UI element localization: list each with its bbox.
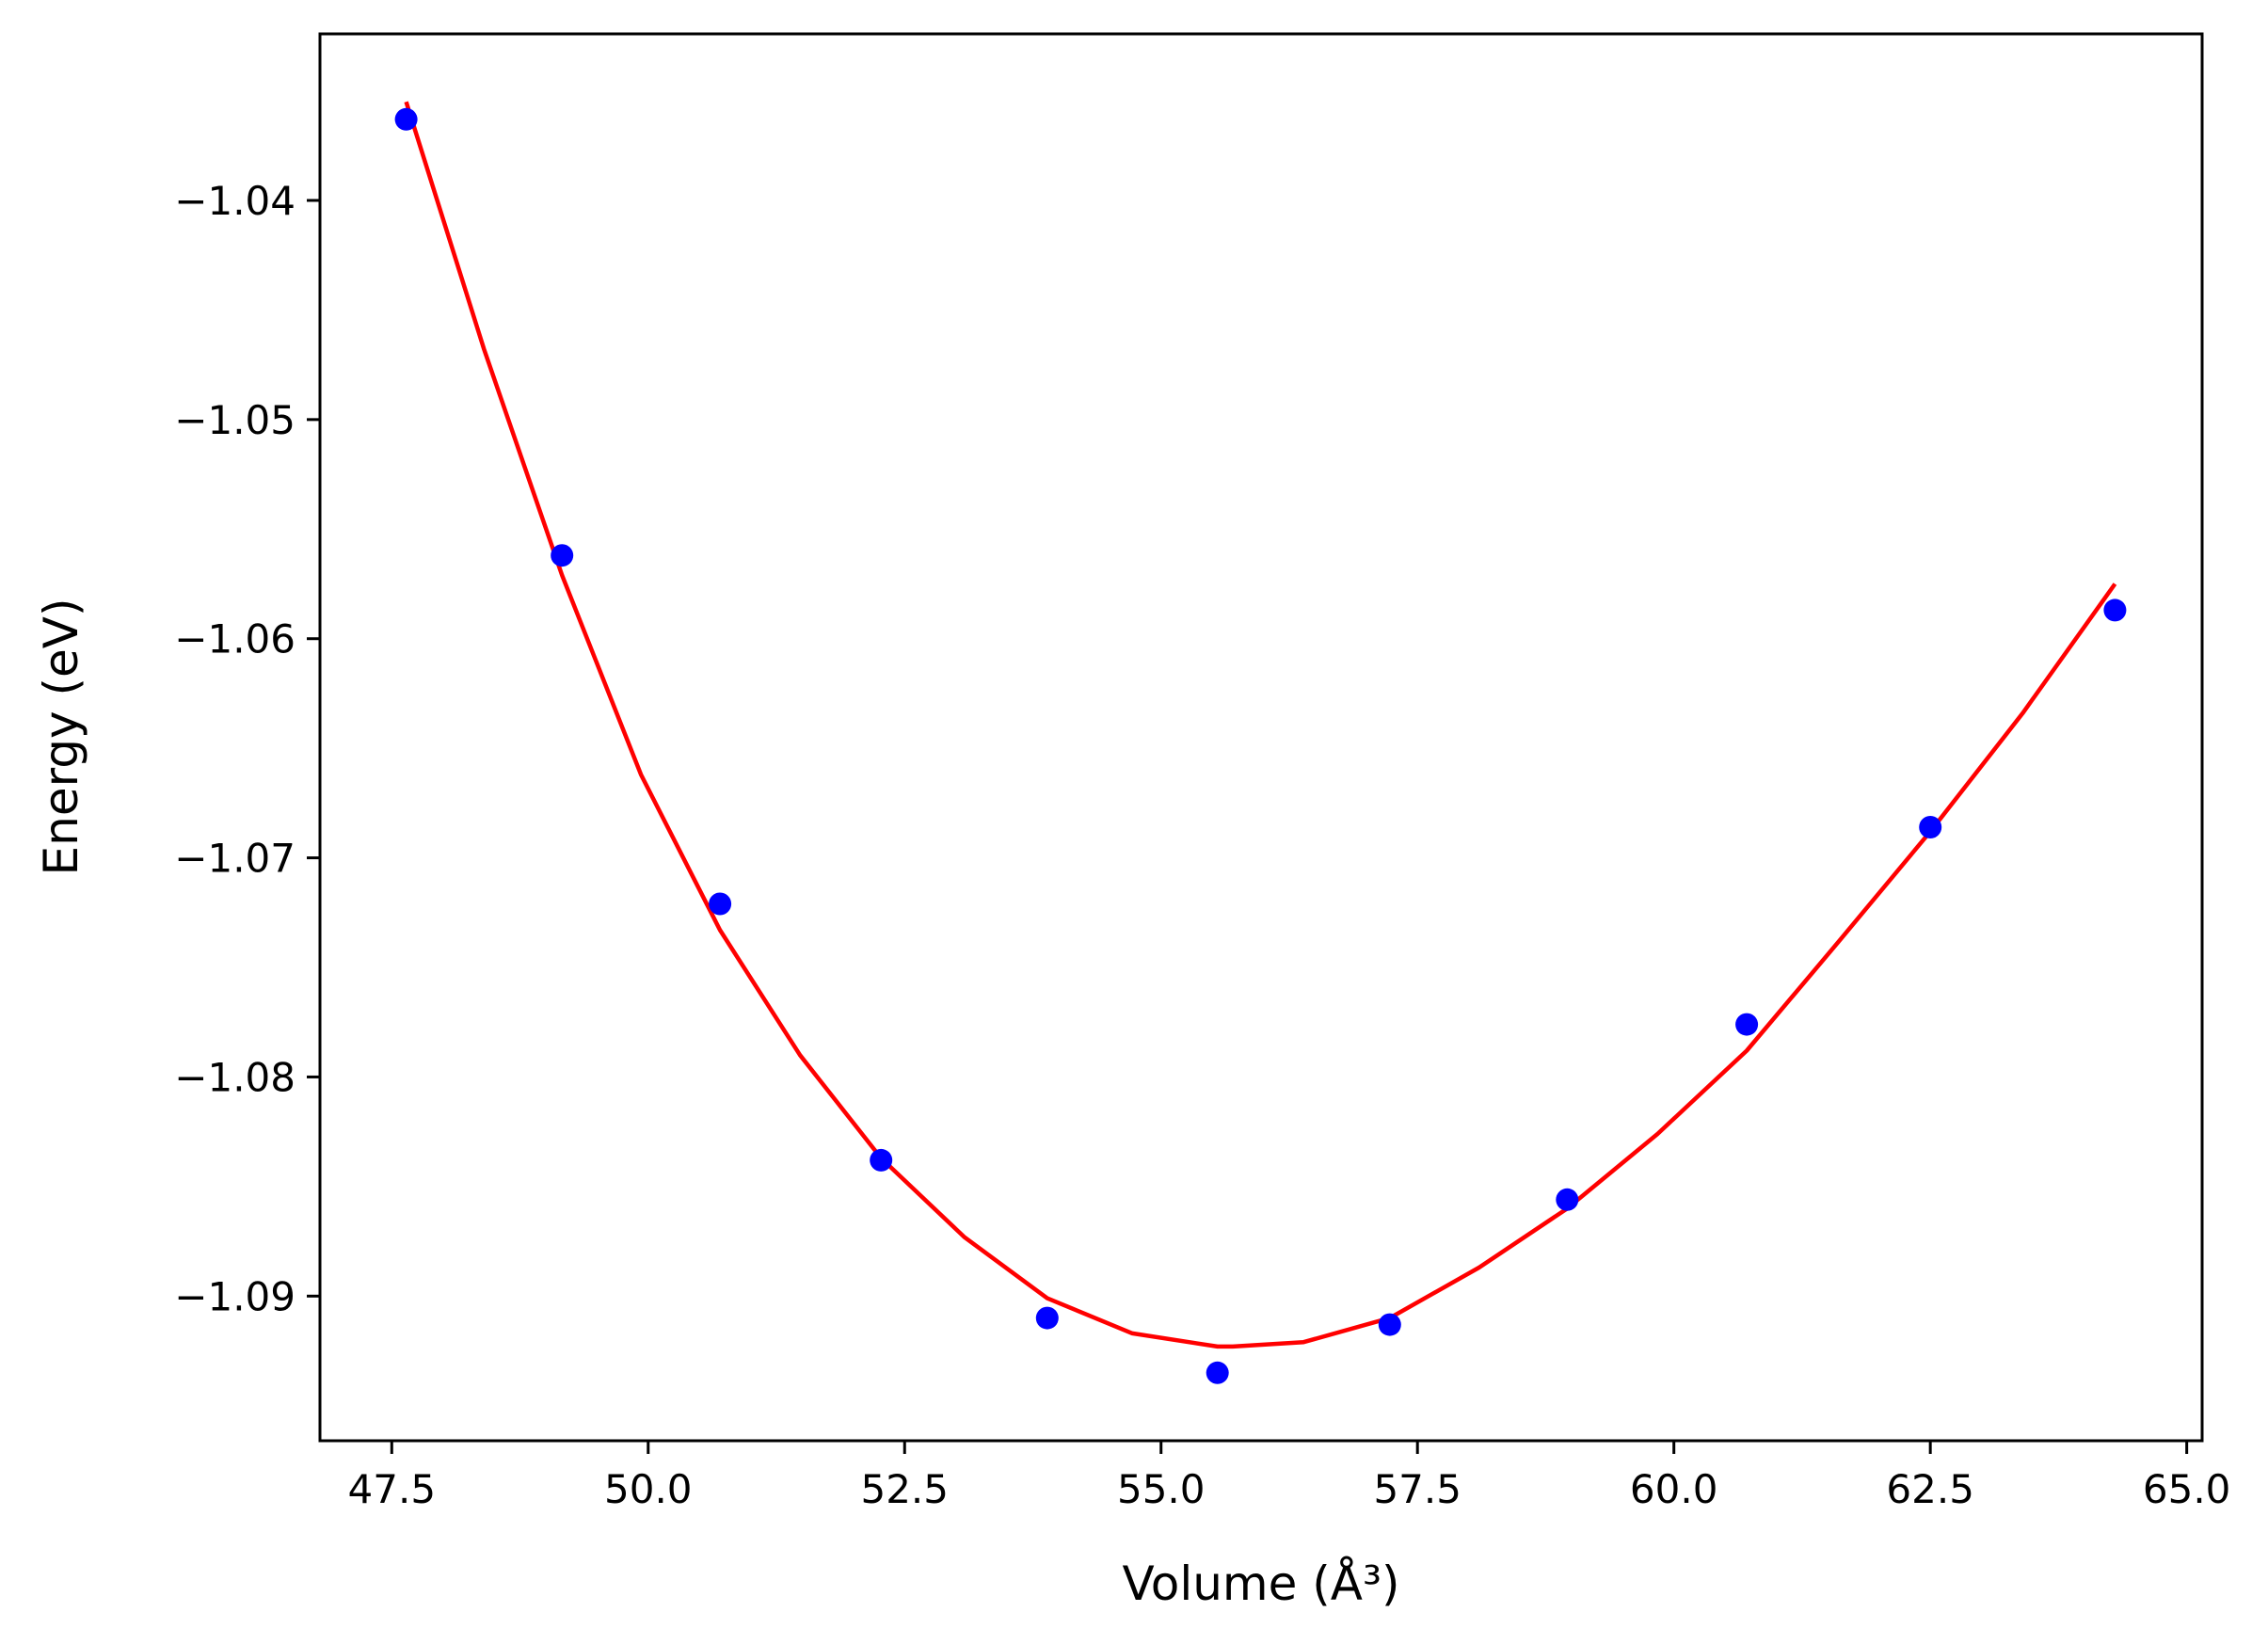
data-point [394, 107, 418, 131]
data-point [1035, 1306, 1059, 1330]
x-tick-label: 47.5 [348, 1466, 437, 1512]
x-tick-label: 57.5 [1373, 1466, 1461, 1512]
y-axis-label: Energy (eV) [34, 599, 88, 876]
x-tick-label: 52.5 [860, 1466, 949, 1512]
y-tick-label: −1.06 [174, 616, 295, 662]
y-tick-label: −1.04 [174, 178, 295, 224]
y-tick-label: −1.09 [174, 1273, 295, 1319]
fit-curve [404, 101, 2117, 1349]
data-point [1556, 1188, 1579, 1211]
data-point [1919, 816, 1942, 838]
data-point [551, 544, 574, 567]
fit-curve-layer [404, 101, 2117, 1349]
data-point [870, 1148, 893, 1172]
x-tick-label: 62.5 [1886, 1466, 1974, 1512]
y-tick-label: −1.05 [174, 397, 295, 443]
y-tick-label: −1.07 [174, 836, 295, 882]
x-tick-label: 55.0 [1117, 1466, 1206, 1512]
data-point [1378, 1313, 1401, 1336]
x-tick-label: 50.0 [604, 1466, 693, 1512]
x-tick-label: 65.0 [2143, 1466, 2231, 1512]
plot-frame [318, 32, 2204, 1443]
data-points-layer [394, 107, 2127, 1384]
y-tick-label: −1.08 [174, 1054, 295, 1100]
data-point [1206, 1361, 1229, 1384]
data-point [2103, 599, 2127, 622]
y-axis-ticks: −1.04 −1.05 −1.06 −1.07 −1.08 −1.09 [174, 178, 320, 1319]
plot-area [318, 32, 2204, 1443]
data-point [709, 892, 732, 916]
x-axis-label: Volume (Å³) [1122, 1556, 1399, 1611]
x-tick-label: 60.0 [1630, 1466, 1718, 1512]
data-point [1735, 1013, 1759, 1036]
x-axis-ticks: 47.5 50.0 52.5 55.0 57.5 60.0 62.5 65.0 [348, 1441, 2231, 1512]
